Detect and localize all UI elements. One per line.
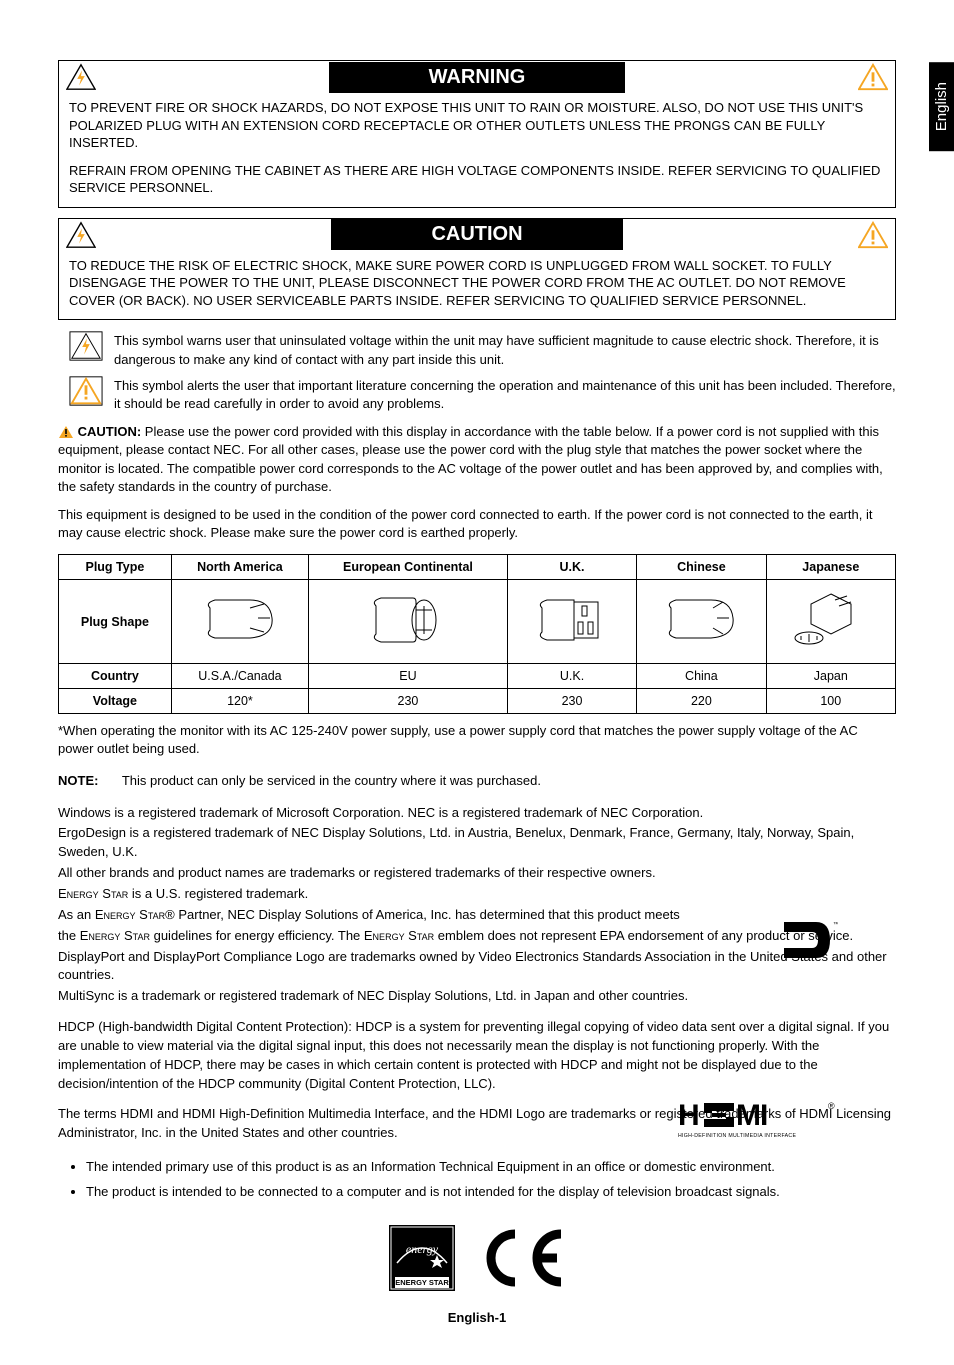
svg-text:MI: MI bbox=[736, 1099, 767, 1132]
symbol-excl-text: This symbol alerts the user that importa… bbox=[114, 375, 896, 413]
plug-shape-cn bbox=[637, 580, 766, 664]
row-shape-label: Plug Shape bbox=[59, 580, 172, 664]
trademark-block: Windows is a registered trademark of Mic… bbox=[58, 804, 896, 1144]
table-row: Plug Type North America European Contine… bbox=[59, 555, 896, 580]
cell-country: Japan bbox=[766, 664, 895, 689]
tm-multisync: MultiSync is a trademark or registered t… bbox=[58, 987, 896, 1006]
warning-text-1: TO PREVENT FIRE OR SHOCK HAZARDS, DO NOT… bbox=[69, 99, 885, 152]
bolt-triangle-icon bbox=[63, 61, 99, 93]
warning-title: WARNING bbox=[329, 62, 626, 93]
plug-table: Plug Type North America European Contine… bbox=[58, 554, 896, 714]
table-row: Plug Shape bbox=[59, 580, 896, 664]
tm-estar1: Energy Star is a U.S. registered tradema… bbox=[58, 885, 896, 904]
cell-country: China bbox=[637, 664, 766, 689]
caution-cord-label: CAUTION: bbox=[78, 424, 142, 439]
cell-country: EU bbox=[309, 664, 508, 689]
row-country-label: Country bbox=[59, 664, 172, 689]
svg-text:™: ™ bbox=[833, 921, 838, 928]
plug-shape-na bbox=[171, 580, 308, 664]
tm-other: All other brands and product names are t… bbox=[58, 864, 896, 883]
cert-logos-row: energy ENERGY STAR bbox=[58, 1223, 896, 1298]
warning-header: WARNING bbox=[59, 61, 895, 93]
cell-country: U.S.A./Canada bbox=[171, 664, 308, 689]
svg-text:HIGH-DEFINITION MULTIMEDIA INT: HIGH-DEFINITION MULTIMEDIA INTERFACE bbox=[678, 1133, 796, 1139]
note-text: This product can only be serviced in the… bbox=[122, 773, 541, 788]
cell-voltage: 100 bbox=[766, 689, 895, 714]
tm-windows: Windows is a registered trademark of Mic… bbox=[58, 804, 896, 823]
symbol-excl-row: This symbol alerts the user that importa… bbox=[58, 375, 896, 413]
bolt-triangle-icon bbox=[63, 219, 99, 251]
plug-shape-eu bbox=[309, 580, 508, 664]
th-plugtype: Plug Type bbox=[59, 555, 172, 580]
exclamation-triangle-icon bbox=[58, 425, 74, 439]
svg-text:®: ® bbox=[828, 1101, 835, 1111]
excl-box-icon bbox=[58, 375, 114, 407]
tm-estar3: the Energy Star guidelines for energy ef… bbox=[58, 927, 896, 946]
symbol-bolt-text: This symbol warns user that uninsulated … bbox=[114, 330, 896, 368]
table-row: Voltage 120* 230 230 220 100 bbox=[59, 689, 896, 714]
caution-cord-text: Please use the power cord provided with … bbox=[58, 424, 883, 494]
warning-box: WARNING TO PREVENT FIRE OR SHOCK HAZARDS… bbox=[58, 60, 896, 208]
list-item: The intended primary use of this product… bbox=[86, 1157, 896, 1178]
caution-box: CAUTION TO REDUCE THE RISK OF ELECTRIC S… bbox=[58, 218, 896, 321]
th-na: North America bbox=[171, 555, 308, 580]
exclamation-triangle-icon bbox=[855, 219, 891, 251]
tm-ergo: ErgoDesign is a registered trademark of … bbox=[58, 824, 896, 862]
cell-voltage: 230 bbox=[309, 689, 508, 714]
cell-voltage: 220 bbox=[637, 689, 766, 714]
th-eu: European Continental bbox=[309, 555, 508, 580]
cell-voltage: 230 bbox=[507, 689, 636, 714]
caution-title: CAUTION bbox=[331, 219, 622, 250]
note-line: NOTE: This product can only be serviced … bbox=[58, 773, 896, 788]
language-tab: English bbox=[929, 62, 954, 151]
th-cn: Chinese bbox=[637, 555, 766, 580]
earth-para: This equipment is designed to be used in… bbox=[58, 506, 896, 542]
page-number: English-1 bbox=[58, 1310, 896, 1325]
svg-text:ENERGY STAR: ENERGY STAR bbox=[395, 1278, 449, 1287]
th-jp: Japanese bbox=[766, 555, 895, 580]
cell-country: U.K. bbox=[507, 664, 636, 689]
caution-cord-para: CAUTION: Please use the power cord provi… bbox=[58, 423, 896, 496]
th-uk: U.K. bbox=[507, 555, 636, 580]
warning-text-2: REFRAIN FROM OPENING THE CABINET AS THER… bbox=[69, 162, 885, 197]
row-voltage-label: Voltage bbox=[59, 689, 172, 714]
bullet-list: The intended primary use of this product… bbox=[86, 1157, 896, 1203]
tm-estar2: As an Energy Star® Partner, NEC Display … bbox=[58, 906, 896, 925]
svg-text:H: H bbox=[678, 1099, 699, 1132]
plug-shape-jp bbox=[766, 580, 895, 664]
energy-star-logo-icon: energy ENERGY STAR bbox=[387, 1223, 457, 1298]
plug-shape-uk bbox=[507, 580, 636, 664]
tm-dp: DisplayPort and DisplayPort Compliance L… bbox=[58, 948, 896, 986]
displayport-logo-icon: ™ bbox=[778, 916, 838, 964]
hdmi-logo-icon: H MI ® HIGH-DEFINITION MULTIMEDIA INTERF… bbox=[678, 1099, 838, 1139]
note-label: NOTE: bbox=[58, 773, 98, 788]
cell-voltage: 120* bbox=[171, 689, 308, 714]
caution-header: CAUTION bbox=[59, 219, 895, 251]
voltage-footnote: *When operating the monitor with its AC … bbox=[58, 722, 896, 758]
tm-hdcp: HDCP (High-bandwidth Digital Content Pro… bbox=[58, 1018, 896, 1093]
symbol-bolt-row: This symbol warns user that uninsulated … bbox=[58, 330, 896, 368]
list-item: The product is intended to be connected … bbox=[86, 1182, 896, 1203]
bolt-box-icon bbox=[58, 330, 114, 362]
svg-text:energy: energy bbox=[406, 1242, 439, 1256]
caution-text: TO REDUCE THE RISK OF ELECTRIC SHOCK, MA… bbox=[69, 257, 885, 310]
table-row: Country U.S.A./Canada EU U.K. China Japa… bbox=[59, 664, 896, 689]
exclamation-triangle-icon bbox=[855, 61, 891, 93]
ce-logo-icon bbox=[477, 1226, 567, 1295]
